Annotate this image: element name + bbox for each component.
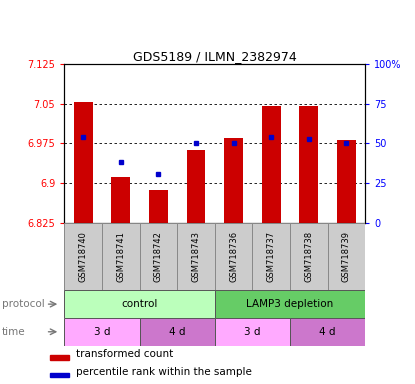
Text: time: time [2,327,26,337]
Bar [64,223,102,290]
Text: GSM718740: GSM718740 [78,231,88,282]
Bar [299,106,318,223]
Bar [327,223,365,290]
Bar [50,356,69,360]
Text: GSM718738: GSM718738 [304,231,313,282]
Text: GSM718742: GSM718742 [154,231,163,282]
Bar [290,223,327,290]
Bar [187,150,205,223]
Text: 4 d: 4 d [169,327,186,337]
Text: GSM718737: GSM718737 [267,231,276,282]
Text: LAMP3 depletion: LAMP3 depletion [247,299,334,309]
Bar [215,290,365,318]
Bar [224,138,243,223]
Text: percentile rank within the sample: percentile rank within the sample [76,366,251,377]
Bar [111,177,130,223]
Bar [139,223,177,290]
Text: control: control [121,299,158,309]
Bar [177,223,215,290]
Text: 3 d: 3 d [244,327,261,337]
Bar [252,223,290,290]
Bar [337,140,356,223]
Bar [50,373,69,377]
Bar [215,318,290,346]
Text: GSM718736: GSM718736 [229,231,238,282]
Bar [74,102,93,223]
Text: GSM718741: GSM718741 [116,231,125,282]
Bar [139,318,215,346]
Bar [262,106,281,223]
Text: 4 d: 4 d [319,327,336,337]
Title: GDS5189 / ILMN_2382974: GDS5189 / ILMN_2382974 [133,50,297,63]
Text: GSM718743: GSM718743 [191,231,200,282]
Text: protocol: protocol [2,299,45,309]
Text: transformed count: transformed count [76,349,173,359]
Bar [149,190,168,223]
Text: 3 d: 3 d [94,327,110,337]
Bar [215,223,252,290]
Bar [64,290,215,318]
Bar [64,318,139,346]
Bar [290,318,365,346]
Text: GSM718739: GSM718739 [342,231,351,282]
Bar [102,223,139,290]
